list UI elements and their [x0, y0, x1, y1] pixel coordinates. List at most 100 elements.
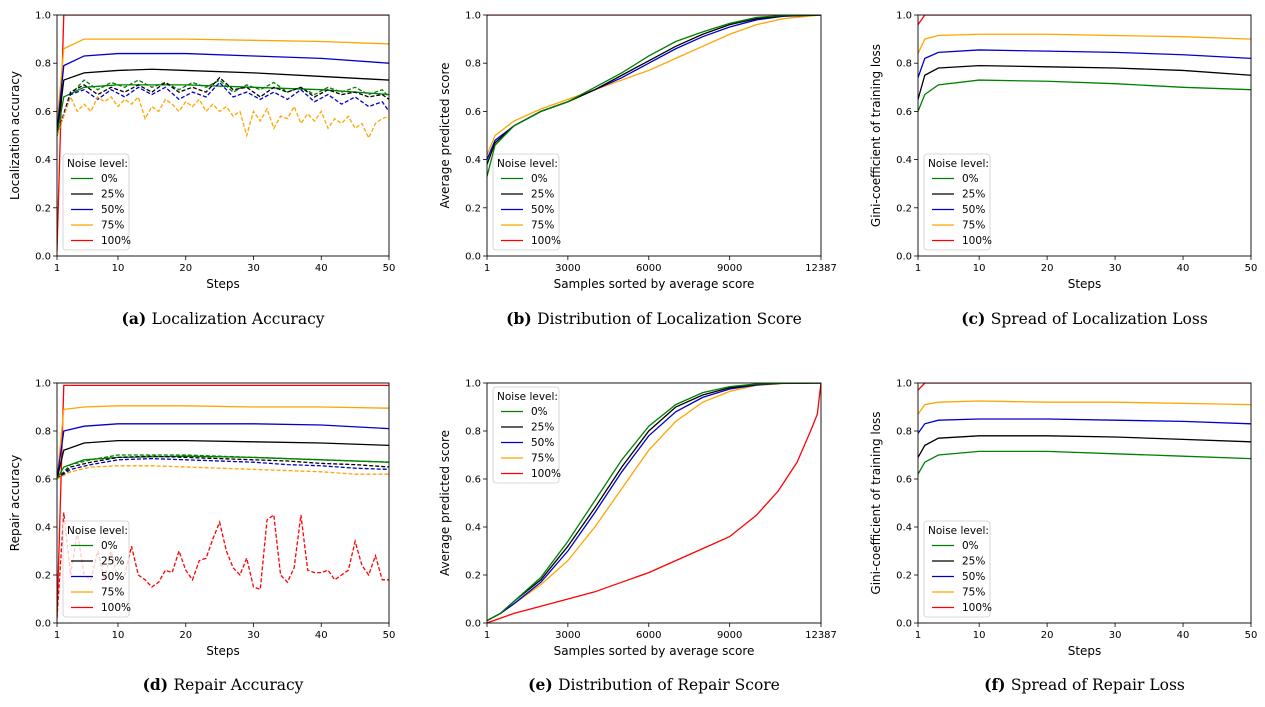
series-line-0pct — [918, 450, 1251, 475]
caption-letter: (d) — [143, 675, 174, 694]
x-axis-label: Samples sorted by average score — [554, 277, 755, 291]
x-axis-label: Steps — [1068, 277, 1102, 291]
x-axis-label: Steps — [206, 644, 240, 658]
y-tick-label: 0.8 — [35, 427, 51, 438]
series-line-50pct — [918, 49, 1251, 78]
series-line-50pct — [918, 418, 1251, 434]
series-line-25pct-dashed — [57, 455, 389, 480]
y-tick-label: 0.2 — [35, 571, 51, 582]
series-line-0pct-dashed — [57, 79, 389, 136]
chart-panel-d: 1 10 20 30 40 50 0.0 0.2 0.4 0.6 0.8 1.0 Steps Repair… — [8, 379, 395, 695]
caption-text: Spread of Localization Loss — [991, 310, 1208, 328]
x-tick-label: 9000 — [717, 630, 742, 641]
y-tick-label: 0.2 — [35, 203, 51, 214]
caption-text: Distribution of Repair Score — [558, 676, 780, 694]
legend-label: 50% — [101, 571, 124, 583]
legend-label: 75% — [101, 587, 124, 599]
chart-panel-a: 1 10 20 30 40 50 0.0 0.2 0.4 0.6 0.8 1.0 Steps Locali… — [8, 11, 395, 329]
x-tick-label: 40 — [1177, 263, 1190, 274]
y-tick-label: 1.0 — [896, 11, 912, 22]
y-tick-label: 0.6 — [35, 107, 51, 118]
x-tick-label: 6000 — [636, 630, 661, 641]
legend-label: 0% — [531, 406, 548, 418]
series-line-25pct — [57, 439, 389, 480]
subfigure-caption: (c) Spread of Localization Loss — [961, 309, 1208, 328]
caption-text: Distribution of Localization Score — [537, 310, 802, 328]
x-tick-label: 10 — [112, 630, 125, 641]
legend-label: 100% — [962, 235, 992, 247]
y-tick-label: 0.6 — [896, 107, 912, 118]
chart-panel-b: 1 3000 6000 9000 12387 0.0 0.2 0.4 0.6 0.8 1.0 Samp… — [438, 11, 837, 329]
caption-text: Spread of Repair Loss — [1011, 676, 1185, 694]
series-line-75pct — [57, 405, 389, 480]
plot-frame — [486, 382, 822, 624]
y-tick-label: 0.8 — [896, 427, 912, 438]
legend-label: 50% — [531, 437, 554, 449]
y-axis-label: Average predicted score — [438, 430, 452, 576]
series-line-25pct — [918, 435, 1251, 458]
series-line-100pct — [918, 15, 1251, 26]
series-line-50pct-dashed — [57, 81, 389, 136]
series-line-25pct-dashed — [57, 76, 389, 136]
x-axis-label: Samples sorted by average score — [554, 644, 755, 658]
y-tick-label: 0.0 — [896, 252, 912, 263]
legend: Noise level: 0% 25% 50% 75% 100% — [62, 520, 131, 618]
legend-label: 0% — [962, 540, 979, 552]
series-line-25pct — [918, 64, 1251, 100]
legend-label: 100% — [531, 468, 561, 480]
series-line-0pct — [57, 84, 389, 136]
x-tick-label: 30 — [247, 630, 260, 641]
x-tick-label: 20 — [1041, 630, 1054, 641]
x-tick-label: 6000 — [636, 263, 661, 274]
y-tick-label: 0.8 — [465, 427, 481, 438]
y-axis-label: Gini-coefficient of training loss — [869, 44, 883, 227]
x-tick-label: 12387 — [805, 263, 837, 274]
legend-label: 50% — [962, 204, 985, 216]
legend-title: Noise level: — [497, 391, 558, 403]
legend-label: 25% — [962, 556, 985, 568]
x-tick-label: 3000 — [555, 630, 580, 641]
y-tick-label: 0.2 — [896, 571, 912, 582]
y-axis-label: Gini-coefficient of training loss — [869, 411, 883, 594]
chart-panel-e: 1 3000 6000 9000 12387 0.0 0.2 0.4 0.6 0.8 1.0 Samp… — [438, 379, 837, 695]
y-tick-label: 0.0 — [896, 619, 912, 630]
legend-title: Noise level: — [928, 158, 989, 170]
caption-letter: (e) — [528, 675, 558, 694]
series-line-75pct — [487, 15, 821, 156]
series-line-100pct — [487, 383, 821, 623]
series-line-50pct — [57, 423, 389, 480]
x-tick-label: 20 — [179, 263, 192, 274]
x-tick-label: 9000 — [717, 263, 742, 274]
legend: Noise level: 0% 25% 50% 75% 100% — [923, 153, 992, 251]
legend: Noise level: 0% 25% 50% 75% 100% — [923, 520, 992, 618]
x-tick-label: 20 — [179, 630, 192, 641]
series-line-75pct-dashed — [57, 95, 389, 140]
plot-frame — [917, 14, 1252, 257]
legend-label: 100% — [962, 602, 992, 614]
x-tick-label: 50 — [383, 263, 396, 274]
subfigure-caption: (a) Localization Accuracy — [121, 309, 324, 328]
legend-label: 75% — [962, 587, 985, 599]
y-tick-label: 0.8 — [896, 59, 912, 70]
legend-label: 0% — [101, 540, 118, 552]
legend-label: 50% — [101, 204, 124, 216]
x-tick-label: 1 — [54, 630, 60, 641]
y-tick-label: 0.4 — [35, 523, 51, 534]
x-tick-label: 30 — [1109, 630, 1122, 641]
plot-frame — [56, 14, 390, 257]
y-tick-label: 0.0 — [465, 252, 481, 263]
series-line-100pct-dashed — [57, 512, 389, 619]
x-tick-label: 1 — [915, 630, 921, 641]
y-tick-label: 0.6 — [35, 475, 51, 486]
legend-label: 0% — [962, 173, 979, 185]
legend-label: 75% — [962, 220, 985, 232]
series-line-100pct — [918, 383, 1251, 391]
y-tick-label: 1.0 — [896, 379, 912, 390]
legend-label: 75% — [531, 453, 554, 465]
legend: Noise level: 0% 25% 50% 75% 100% — [492, 153, 561, 251]
legend-title: Noise level: — [497, 158, 558, 170]
caption-letter: (b) — [506, 309, 537, 328]
x-tick-label: 1 — [484, 263, 490, 274]
legend-label: 75% — [531, 220, 554, 232]
